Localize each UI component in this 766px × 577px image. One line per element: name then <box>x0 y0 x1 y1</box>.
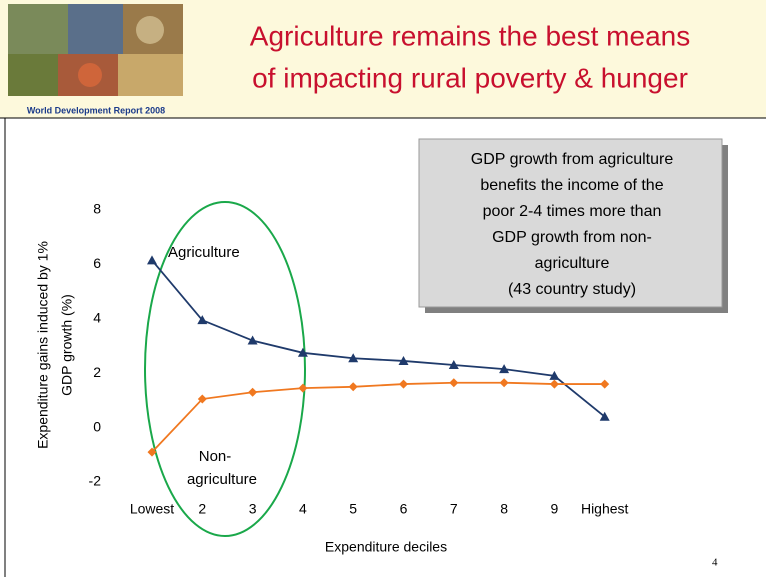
marker <box>248 387 258 397</box>
marker <box>348 353 359 363</box>
callout-line: GDP growth from non- <box>492 229 652 246</box>
x-tick-label: 4 <box>299 501 307 517</box>
x-tick-label: 3 <box>249 501 257 517</box>
series-line <box>151 381 605 453</box>
y-tick-label: 4 <box>93 310 101 326</box>
callout-line: (43 country study) <box>508 281 636 298</box>
marker <box>197 315 208 325</box>
x-tick-label: 8 <box>500 501 508 517</box>
annotation: Non- <box>199 448 232 465</box>
marker <box>499 364 510 374</box>
y-tick-label: -2 <box>89 473 102 489</box>
y-tick-label: 2 <box>93 364 101 380</box>
marker <box>147 447 157 457</box>
x-tick-label: 9 <box>551 501 559 517</box>
callout-box <box>418 138 723 308</box>
x-tick-label: Lowest <box>130 501 174 517</box>
highlight-ellipse <box>144 201 306 537</box>
marker <box>499 378 509 388</box>
marker <box>348 382 358 392</box>
x-tick-label: 7 <box>450 501 458 517</box>
x-tick-label: 5 <box>349 501 357 517</box>
x-axis-label: Expenditure deciles <box>325 539 447 555</box>
title-line: of impacting rural poverty & hunger <box>252 62 688 93</box>
y-axis-label: GDP growth (%) <box>59 294 75 396</box>
marker <box>197 394 207 404</box>
title-line: Agriculture remains the best means <box>250 20 690 51</box>
annotation: agriculture <box>187 471 257 488</box>
marker <box>398 355 409 365</box>
marker <box>599 411 610 421</box>
x-tick-label: 6 <box>400 501 408 517</box>
header-collage <box>8 4 183 96</box>
marker <box>549 370 560 380</box>
callout-line: GDP growth from agriculture <box>471 151 674 168</box>
marker <box>600 379 610 389</box>
x-tick-label: Highest <box>581 501 629 517</box>
marker <box>298 383 308 393</box>
y-tick-label: 8 <box>93 201 101 217</box>
page-number: 4 <box>712 557 718 569</box>
callout-text: GDP growth from agriculture benefits the … <box>471 151 674 298</box>
marker <box>399 379 408 389</box>
marker <box>147 255 157 265</box>
y-tick-label: 0 <box>93 418 101 434</box>
marker <box>247 335 258 345</box>
marker <box>448 360 459 370</box>
marker <box>449 378 459 388</box>
chart: -2 0 2 4 6 8 Lowest 2 3 4 5 6 7 8 9 Highest Expenditure … <box>35 201 629 555</box>
callout-line: benefits the income of the <box>480 177 663 194</box>
report-label: World Development Report 2008 <box>27 105 165 115</box>
marker <box>549 379 559 389</box>
x-tick-label: 2 <box>198 501 206 517</box>
callout-line: poor 2-4 times more than <box>483 203 662 220</box>
marker <box>297 347 308 357</box>
series-line <box>151 259 606 418</box>
annotation: Agriculture <box>168 244 240 261</box>
callout-line: agriculture <box>535 255 610 272</box>
y-axis-label: Expenditure gains induced by 1% <box>35 241 51 449</box>
y-tick-label: 6 <box>93 255 101 271</box>
